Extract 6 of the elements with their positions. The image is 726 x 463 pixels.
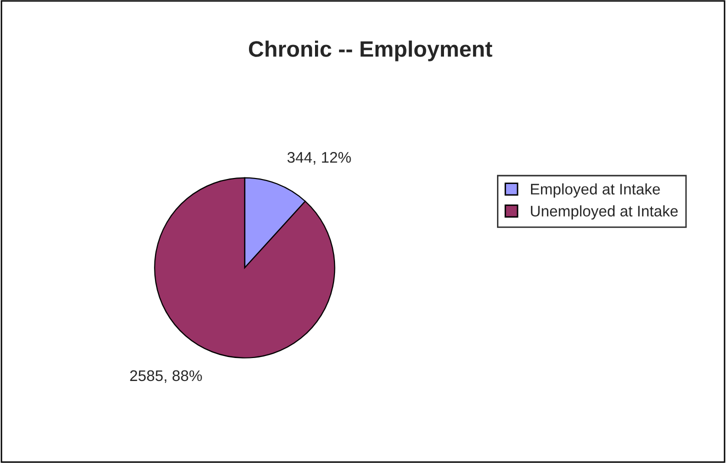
data-label: 344, 12% — [287, 152, 351, 165]
pie-slice — [154, 177, 336, 358]
chart-title: Chronic -- Employment — [248, 40, 492, 62]
legend-label: Employed at Intake — [531, 183, 660, 198]
legend-label: Unemployed at Intake — [530, 205, 678, 220]
data-label: 2585, 88% — [130, 370, 202, 383]
